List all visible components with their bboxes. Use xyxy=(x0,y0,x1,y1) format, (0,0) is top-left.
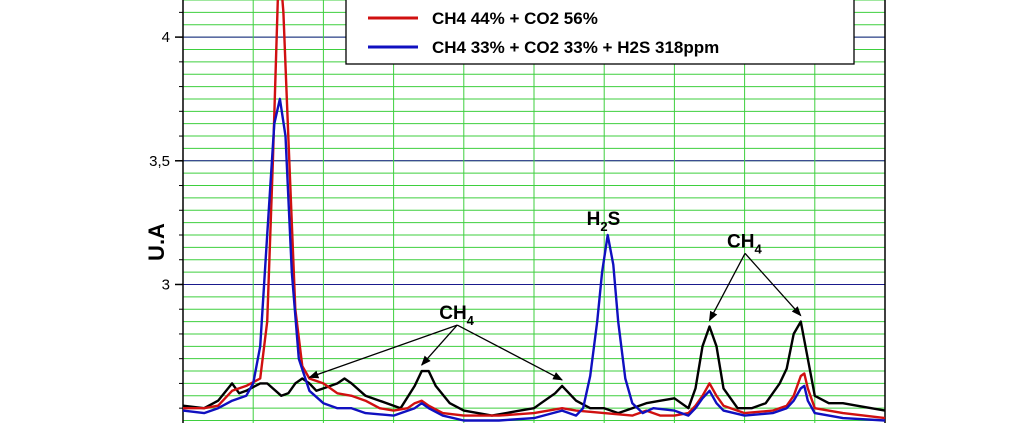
series-line-red xyxy=(183,0,886,420)
series-line-black xyxy=(182,320,886,417)
annotation-label: CH4 xyxy=(727,231,762,256)
series-group xyxy=(182,0,886,422)
annotation-text: H xyxy=(587,209,601,230)
annotation-arrows xyxy=(308,252,802,381)
annotation-arrow xyxy=(708,253,746,322)
y-tick-label: 3,5 xyxy=(149,153,170,170)
legend-box xyxy=(345,0,855,65)
annotation-text: CH xyxy=(727,231,754,252)
series-line-blue xyxy=(182,97,886,422)
annotation-subscript: 4 xyxy=(467,313,475,328)
annotation-subscript: 2 xyxy=(600,219,607,234)
annotation-label: CH4 xyxy=(439,303,474,328)
legend-entry-label: CH4 44% + CO2 56% xyxy=(432,9,598,28)
annotation-subscript: 4 xyxy=(755,241,763,256)
legend: CH4 44% + CO2 56% CH4 33% + CO2 33% + H2S… xyxy=(345,0,855,65)
y-axis-label: U.A xyxy=(144,223,169,261)
annotation-tail: S xyxy=(608,209,621,230)
annotation-arrow xyxy=(456,324,563,381)
y-tick-label: 3 xyxy=(162,276,170,293)
legend-entry-label: CH4 33% + CO2 33% + H2S 318ppm xyxy=(432,38,719,57)
y-tick-label: 4 xyxy=(162,29,170,46)
annotation-arrow xyxy=(421,324,458,366)
annotation-arrow xyxy=(744,252,802,317)
annotation-label: H2S xyxy=(587,209,621,234)
annotation-text: CH xyxy=(439,303,466,324)
annotation-arrow xyxy=(308,324,458,379)
y-axis: 33,54 xyxy=(149,0,886,423)
